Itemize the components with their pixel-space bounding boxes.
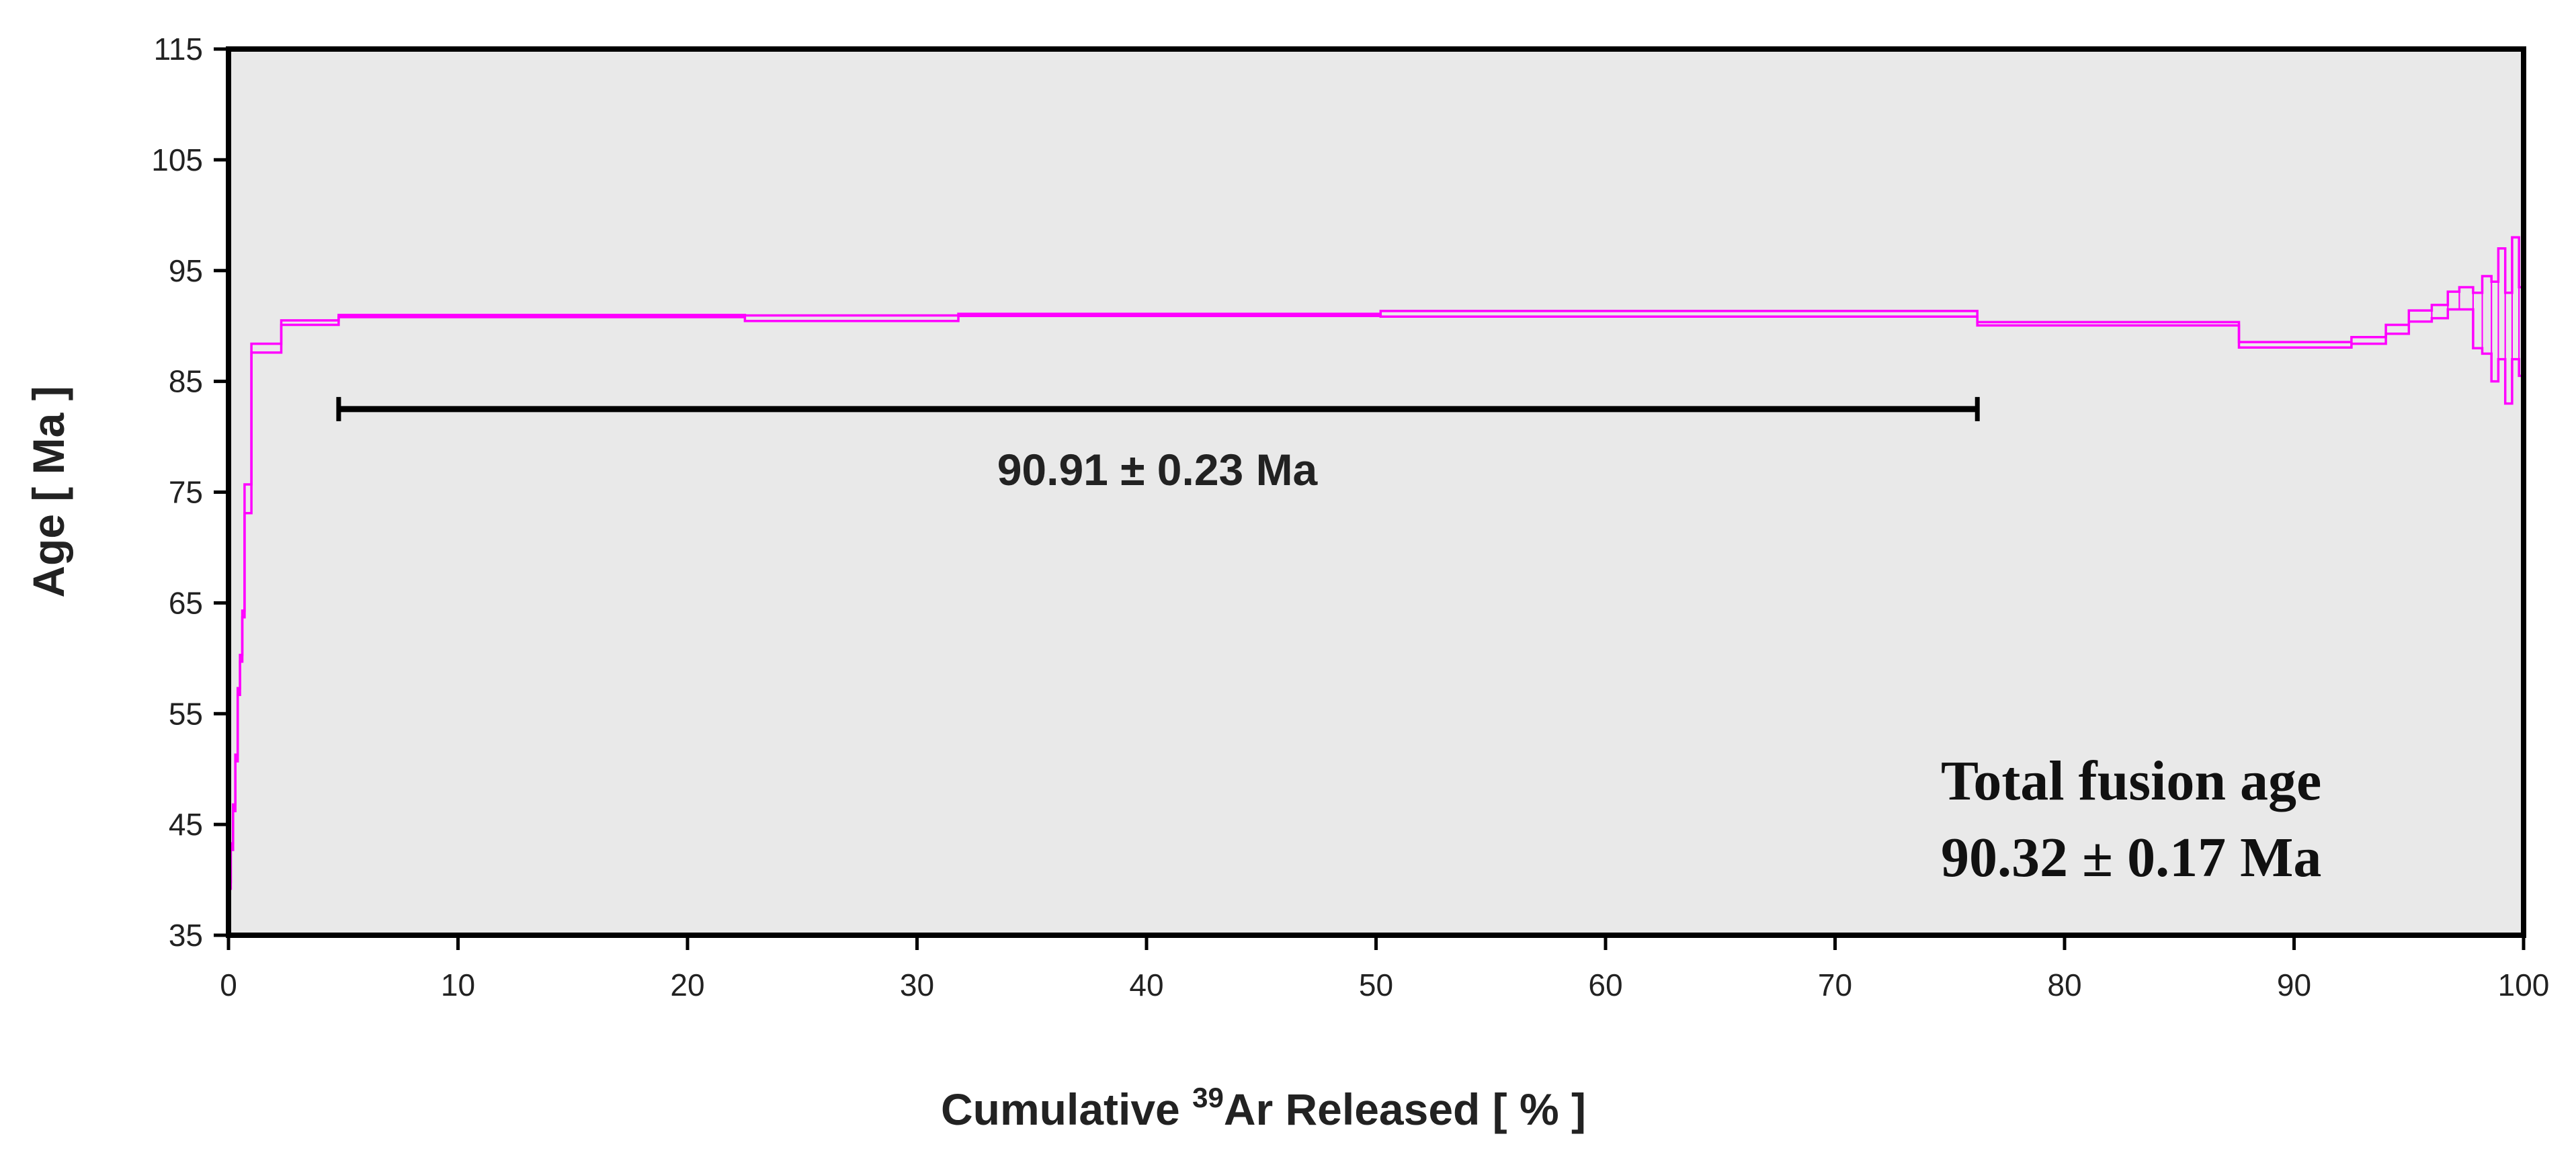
x-tick-label: 70 — [1818, 967, 1852, 1002]
step-9 — [251, 343, 282, 353]
step-4 — [235, 754, 239, 763]
x-tick-label: 0 — [220, 967, 237, 1002]
age-spectrum-steps — [227, 236, 2524, 935]
total-fusion-value: 90.32 ± 0.17 Ma — [1941, 826, 2321, 889]
x-tick-label: 80 — [2047, 967, 2081, 1002]
x-tick-label: 30 — [900, 967, 934, 1002]
step-18 — [2385, 324, 2410, 335]
step-3 — [232, 804, 237, 812]
y-axis-ticks: 35 45 55 65 75 85 95 105 115 — [151, 32, 228, 953]
step-15 — [1977, 321, 2240, 327]
y-tick-label: 95 — [169, 253, 203, 288]
step-12 — [744, 314, 959, 322]
x-tick-label: 50 — [1359, 967, 1393, 1002]
step-14 — [1380, 310, 1979, 318]
y-tick-label: 75 — [169, 475, 203, 510]
y-tick-label: 35 — [169, 918, 203, 953]
step-10 — [280, 319, 339, 326]
step-20 — [2431, 304, 2449, 319]
y-axis-title: Age [ Ma ] — [24, 386, 73, 597]
x-axis-title-suffix: Ar Released [ % ] — [1224, 1084, 1586, 1134]
x-tick-label: 40 — [1129, 967, 1163, 1002]
step-5 — [237, 687, 241, 696]
y-tick-label: 45 — [169, 807, 203, 842]
x-axis-title-superscript: 39 — [1192, 1082, 1224, 1113]
total-fusion-title: Total fusion age — [1941, 750, 2321, 812]
y-tick-label: 115 — [154, 32, 203, 67]
plot-background — [228, 49, 2524, 935]
x-axis-title-prefix: Cumulative — [941, 1084, 1192, 1134]
step-16 — [2238, 341, 2352, 349]
step-7 — [241, 609, 245, 618]
x-axis-ticks: 0 10 20 30 40 50 60 70 80 90 100 — [220, 935, 2549, 1002]
x-tick-label: 90 — [2277, 967, 2311, 1002]
y-tick-label: 85 — [169, 364, 203, 399]
x-tick-label: 20 — [670, 967, 704, 1002]
x-tick-label: 100 — [2498, 967, 2550, 1002]
y-tick-label: 105 — [151, 142, 203, 177]
x-axis-title: Cumulative 39Ar Released [ % ] — [941, 1082, 1586, 1134]
x-tick-label: 60 — [1588, 967, 1622, 1002]
step-8 — [243, 483, 253, 514]
step-17 — [2350, 336, 2387, 345]
y-tick-label: 55 — [169, 696, 203, 731]
step-6 — [239, 654, 243, 662]
y-tick-label: 65 — [169, 585, 203, 620]
plateau-bar — [336, 396, 1980, 421]
plateau-age-label: 90.91 ± 0.23 Ma — [997, 445, 1319, 494]
x-tick-label: 10 — [441, 967, 475, 1002]
